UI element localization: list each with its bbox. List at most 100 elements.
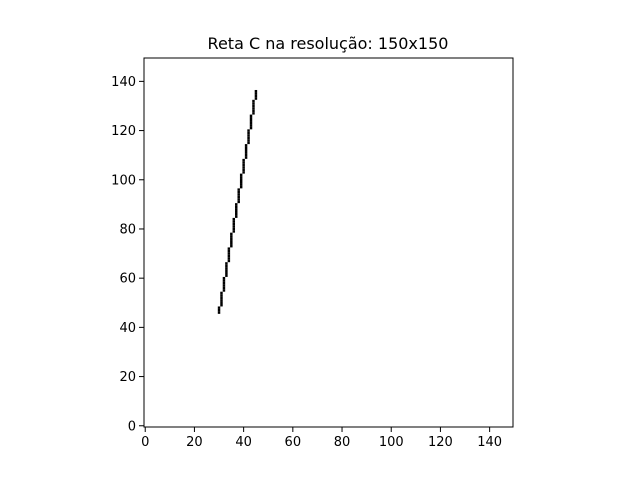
line-pixel [235,208,238,211]
line-pixel [220,296,223,300]
line-pixel [247,129,250,132]
y-axis: 0 20 40 60 80 100 120 140 [111,75,144,434]
line-pixel [230,242,233,245]
line-pixel [227,259,231,263]
line-pixel [220,291,223,295]
y-tick-label: 0 [128,419,136,434]
line-pixel [244,149,248,152]
line-pixel [225,272,228,275]
line-pixel [232,227,236,231]
line-pixel [252,107,255,110]
line-pixel [217,306,221,309]
line-pixel [227,252,231,255]
y-tick-label: 120 [111,124,136,139]
plot-frame [143,57,514,428]
line-pixel [225,264,228,268]
line-pixel [227,257,231,260]
x-tick-label: 80 [334,435,351,450]
line-pixel [220,299,223,302]
x-tick-label: 40 [235,435,252,450]
line-pixel [239,173,243,177]
line-pixel [217,311,221,314]
line-pixel [237,195,240,199]
line-pixel [249,126,253,130]
line-pixel [244,146,248,150]
line-pixel [232,225,236,228]
line-pixel [252,104,255,108]
y-tick-label: 80 [119,222,136,237]
line-pixel [232,222,236,226]
line-pixel [230,235,233,238]
line-pixel [222,289,226,292]
line-pixel [252,112,255,115]
line-pixel [242,161,245,164]
line-pixel [225,274,228,277]
line-pixel [230,237,233,241]
line-pixel [252,99,255,103]
line-pixel [225,262,228,265]
line-pixel [235,210,238,213]
line-pixel [235,212,238,216]
line-pixel [252,102,255,105]
line-pixel [244,151,248,154]
line-pixel [254,97,258,100]
line-pixel [222,286,226,290]
y-tick-label: 40 [119,321,136,336]
line-pixel [244,144,248,147]
line-pixel [237,190,240,194]
line-pixel [220,301,223,304]
line-pixels [217,89,258,314]
line-pixel [247,141,250,145]
line-pixel [247,139,250,142]
x-tick-label: 140 [477,435,502,450]
line-pixel [239,183,243,186]
line-pixel [232,220,236,223]
line-pixel [249,117,253,120]
line-pixel [242,166,245,169]
line-pixel [225,269,228,273]
line-pixel [249,124,253,127]
line-pixel [220,294,223,297]
line-pixel [237,188,240,191]
line-pixel [254,94,258,98]
line-pixel [249,121,253,125]
y-tick-label: 100 [111,173,136,188]
line-pixel [222,279,226,282]
line-pixel [242,158,245,162]
line-pixel [242,168,245,172]
x-axis: 0 20 40 60 80 100 120 140 [141,427,502,450]
line-pixel [232,217,236,221]
line-pixel [227,249,231,253]
chart-title: Reta C na resolução: 150x150 [208,34,449,53]
line-pixel [230,240,233,243]
line-pixel [252,109,255,113]
line-pixel [225,267,228,270]
line-pixel [239,176,243,179]
line-pixel [237,193,240,196]
line-pixel [247,136,250,140]
line-pixel [222,284,226,287]
line-pixel [222,281,226,285]
line-pixel [239,185,243,189]
line-pixel [235,215,238,218]
plot-background [144,58,513,427]
line-pixel [237,200,240,204]
line-pixel [244,153,248,157]
line-pixel [239,178,243,181]
line-pixel [242,171,245,174]
line-pixel [235,203,238,206]
line-pixel [244,156,248,159]
line-pixel [230,244,233,248]
line-pixel [254,92,258,95]
line-pixel [247,131,250,135]
line-pixel [249,119,253,122]
line-pixel [220,304,223,307]
line-pixel [222,276,226,280]
line-pixel [227,254,231,258]
line-pixel [239,181,243,184]
y-tick-label: 60 [119,272,136,287]
line-pixel [237,198,240,201]
y-tick-label: 140 [111,75,136,90]
line-pixel [242,163,245,167]
